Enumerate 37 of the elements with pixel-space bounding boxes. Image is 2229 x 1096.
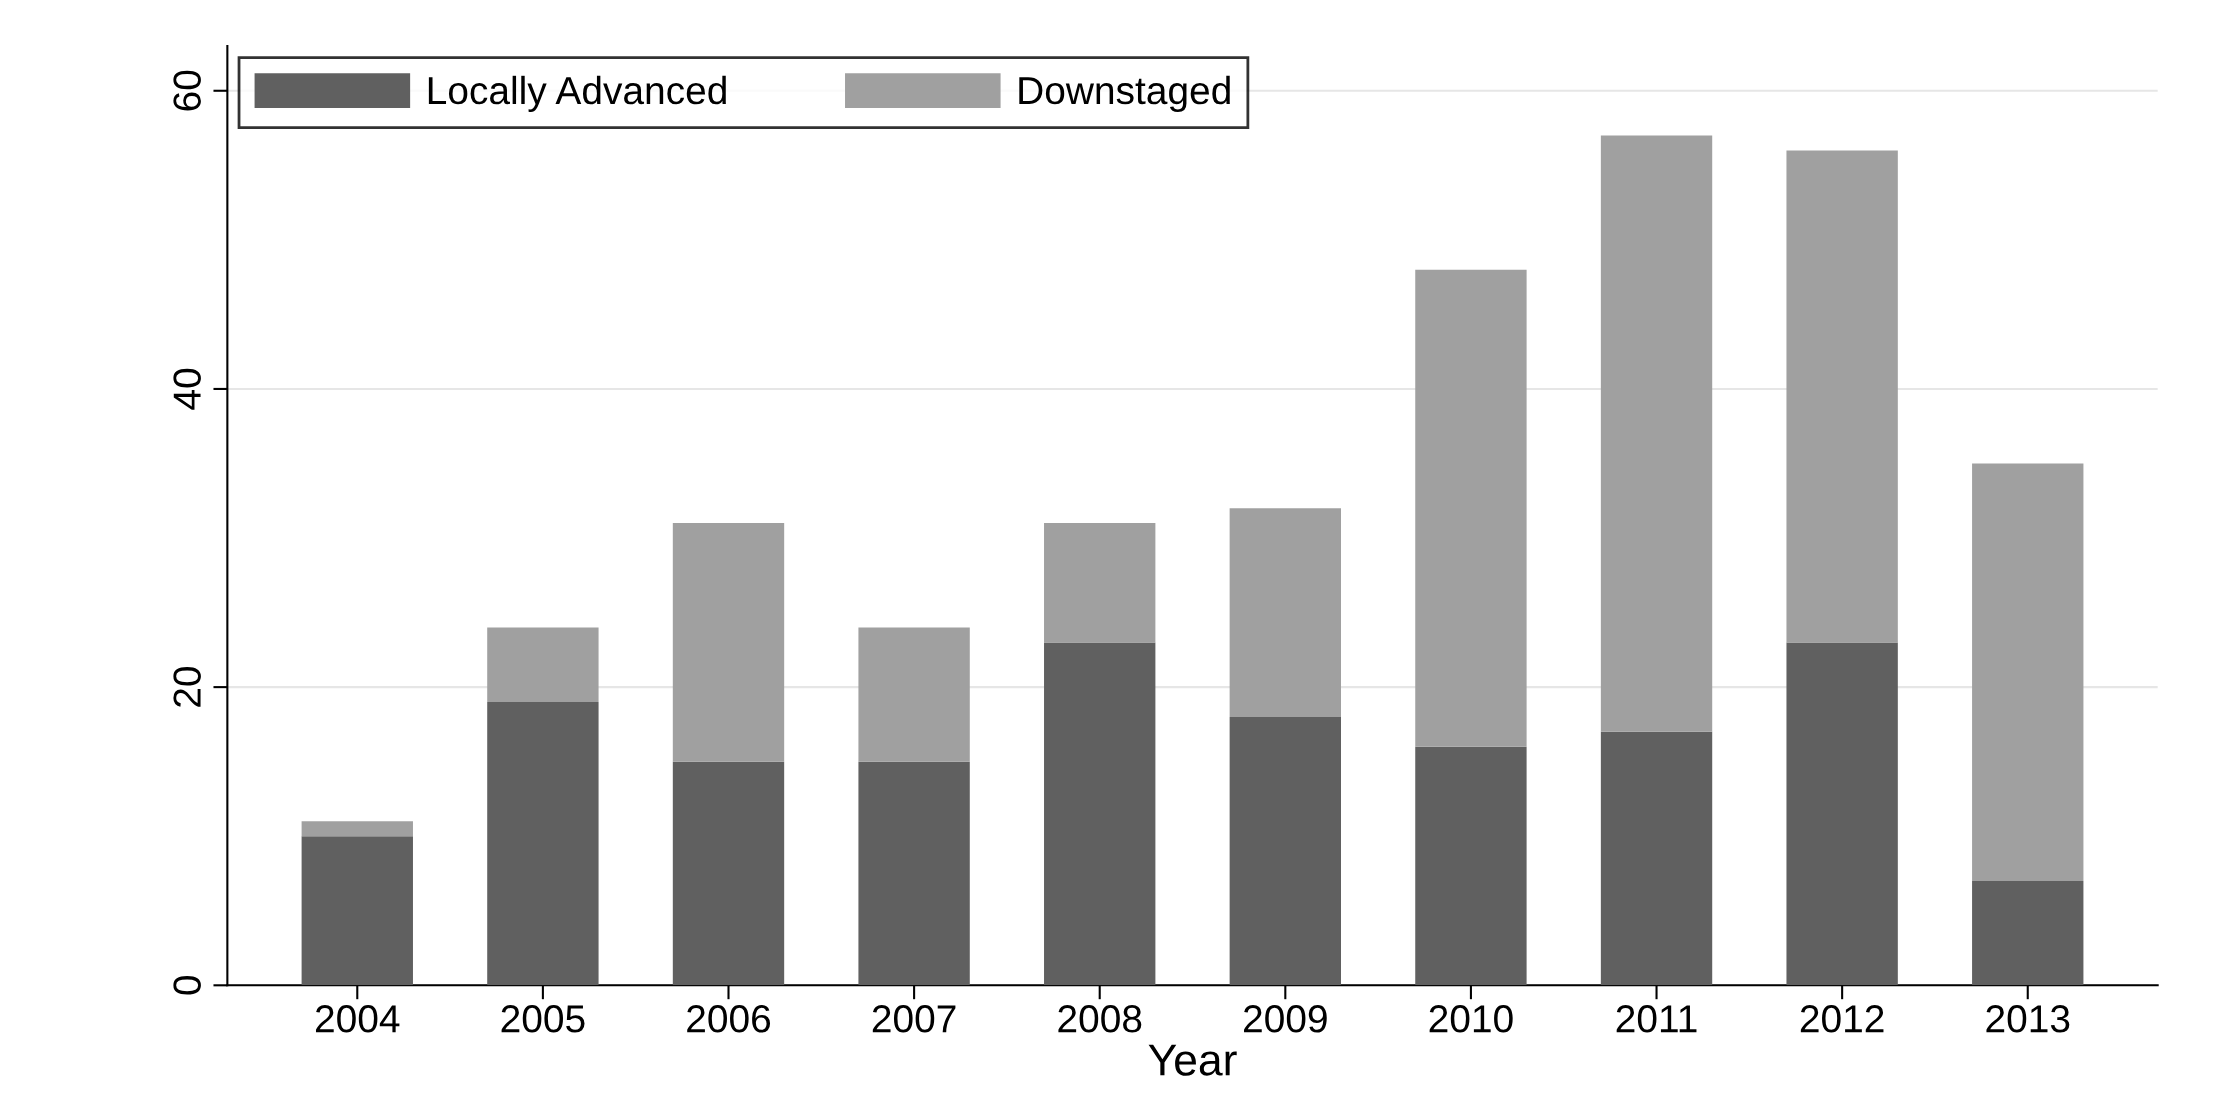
bar	[672, 761, 785, 986]
x-tick-label: 2006	[687, 1005, 771, 1033]
x-axis-title: Year	[1148, 1044, 1237, 1076]
bar	[1229, 716, 1341, 986]
bar	[1044, 523, 1156, 643]
x-tick-label: 2013	[1986, 1005, 2070, 1033]
bar	[487, 702, 599, 986]
legend-label: Locally Advanced	[428, 75, 726, 113]
bar	[1415, 746, 1527, 986]
x-tick-label: 2010	[1429, 1005, 1513, 1033]
bar	[858, 761, 970, 986]
bar	[1600, 731, 1713, 986]
legend-label: Downstaged	[1019, 75, 1230, 113]
bar	[1600, 135, 1713, 732]
bar	[1044, 642, 1156, 986]
x-tick-label: 2009	[1244, 1005, 1327, 1033]
bar	[1786, 642, 1898, 986]
bar	[1786, 150, 1898, 643]
x-tick-label: 2011	[1616, 1005, 1697, 1033]
bar	[1972, 463, 2084, 881]
y-tick-label: 40	[173, 368, 201, 410]
x-tick-label: 2005	[501, 1005, 585, 1033]
x-tick-label: 2007	[872, 1005, 956, 1033]
x-tick-label: 2012	[1800, 1005, 1884, 1033]
bar	[672, 523, 785, 762]
bar	[487, 627, 599, 703]
bar	[301, 836, 413, 986]
y-tick-label: 0	[173, 976, 201, 995]
bar	[1415, 269, 1527, 747]
y-tick-label: 60	[173, 70, 201, 111]
bar	[858, 627, 970, 762]
y-tick-label: 20	[173, 667, 201, 707]
bar	[1229, 508, 1341, 717]
x-tick-label: 2008	[1058, 1005, 1142, 1033]
bar	[301, 821, 413, 837]
bar	[1972, 880, 2084, 986]
x-tick-label: 2004	[315, 1005, 400, 1033]
